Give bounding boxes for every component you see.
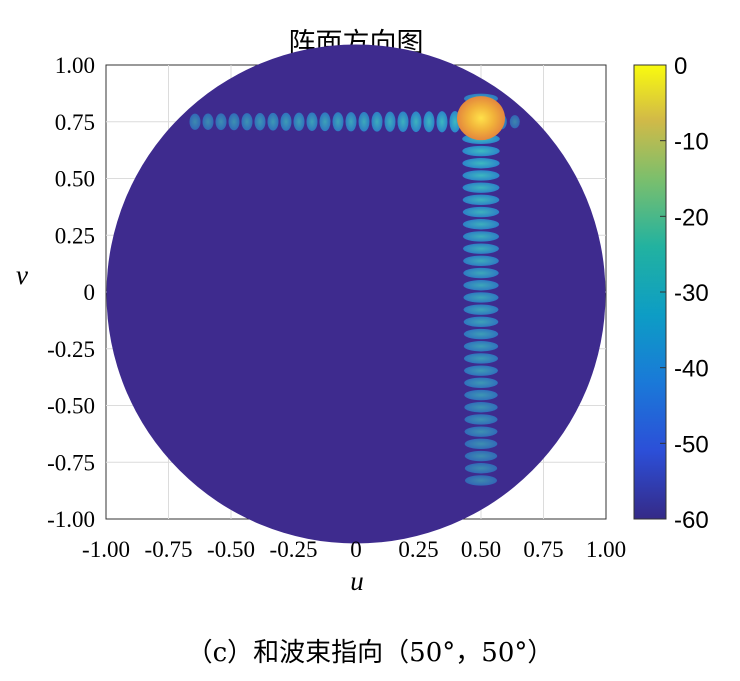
- x-tick-label: -0.25: [270, 537, 318, 562]
- sidelobe-vertical: [463, 292, 499, 303]
- sidelobe-vertical: [463, 316, 499, 328]
- y-tick-label: 0.50: [55, 167, 95, 192]
- sidelobe-vertical: [462, 170, 500, 181]
- sidelobe-vertical: [464, 450, 498, 462]
- sidelobe-cuts: [189, 93, 520, 486]
- y-tick-label: 0.75: [55, 110, 95, 135]
- x-tick-label: 0: [350, 537, 362, 562]
- colorbar-tick-label: 0: [674, 53, 687, 80]
- sidelobe-vertical: [464, 438, 498, 450]
- sidelobe-horizontal: [254, 113, 266, 131]
- sidelobe-vertical: [462, 145, 500, 157]
- sidelobe-horizontal: [189, 113, 201, 130]
- sidelobe-vertical: [463, 255, 499, 267]
- y-tick-label: 0: [84, 280, 96, 305]
- sidelobe-horizontal: [397, 111, 409, 132]
- sidelobe-vertical: [464, 463, 498, 474]
- x-tick-label: 1.00: [586, 537, 626, 562]
- sidelobe-vertical: [463, 243, 499, 254]
- sidelobe-vertical: [463, 341, 499, 352]
- sidelobe-horizontal: [202, 113, 214, 130]
- sidelobe-horizontal: [228, 113, 240, 131]
- sidelobe-vertical: [463, 304, 499, 315]
- sidelobe-vertical: [464, 426, 498, 437]
- sidelobe-vertical: [464, 414, 498, 425]
- colorbar-tick-label: -50: [674, 431, 709, 458]
- sidelobe-horizontal: [384, 111, 396, 132]
- figure: 阵面方向图 -1.00 -0.75 -0.50 -0.25 0 0.25 0.50 0.75 1…: [16, 28, 709, 596]
- sidelobe-horizontal: [267, 112, 279, 131]
- y-tick-label: 1.00: [55, 53, 95, 78]
- sidelobe-vertical: [462, 219, 500, 230]
- sidelobe-horizontal: [423, 111, 435, 133]
- sidelobe-horizontal: [293, 112, 305, 131]
- sidelobe-horizontal: [345, 112, 357, 132]
- sidelobe-vertical: [462, 194, 500, 206]
- sidelobe-horizontal: [241, 113, 253, 131]
- tick-labels: -1.00 -0.75 -0.50 -0.25 0 0.25 0.50 0.75 1.00 1.0…: [47, 53, 626, 562]
- sidelobe-horizontal: [371, 111, 383, 132]
- colorbar-ticks: 0 -10 -20 -30 -40 -50 -60: [660, 53, 709, 534]
- colorbar-tick-label: -30: [674, 280, 709, 307]
- sidelobe-horizontal: [332, 112, 344, 132]
- x-tick-label: 0.50: [461, 537, 501, 562]
- main-beam: [457, 96, 505, 141]
- sidelobe-vertical: [462, 182, 500, 193]
- sidelobe-horizontal: [509, 115, 520, 129]
- sidelobe-vertical: [464, 377, 498, 389]
- x-axis-label: u: [350, 566, 364, 596]
- sidelobe-horizontal: [436, 111, 448, 133]
- sidelobe-vertical: [463, 328, 499, 340]
- sidelobe-vertical: [463, 280, 499, 291]
- sidelobe-vertical: [462, 231, 500, 242]
- colorbar-tick-label: -60: [674, 507, 709, 534]
- y-axis-label: v: [16, 260, 28, 290]
- sidelobe-horizontal: [410, 111, 422, 133]
- x-tick-label: 0.75: [523, 537, 563, 562]
- y-tick-label: -1.00: [47, 507, 95, 532]
- colorbar-tick-label: -40: [674, 356, 709, 383]
- sidelobe-horizontal: [306, 112, 318, 132]
- figure-caption: （c）和波束指向（50°，50°）: [186, 638, 554, 668]
- y-tick-label: -0.50: [47, 394, 95, 419]
- x-tick-label: -0.75: [145, 537, 193, 562]
- sidelobe-horizontal: [215, 113, 227, 131]
- sidelobe-vertical: [463, 353, 499, 364]
- sidelobe-vertical: [464, 475, 498, 486]
- sidelobe-vertical: [462, 206, 500, 218]
- sidelobe-vertical: [464, 389, 498, 401]
- sidelobe-horizontal: [280, 112, 292, 131]
- y-tick-label: 0.25: [55, 223, 95, 248]
- sidelobe-horizontal: [358, 111, 370, 132]
- sidelobe-horizontal: [319, 112, 331, 132]
- colorbar-tick-label: -10: [674, 129, 709, 156]
- sidelobe-vertical: [463, 267, 499, 279]
- sidelobe-vertical: [464, 402, 498, 413]
- colorbar-tick-label: -20: [674, 204, 709, 231]
- x-tick-label: -1.00: [82, 537, 130, 562]
- sidelobe-vertical: [464, 365, 498, 376]
- y-tick-label: -0.25: [47, 337, 95, 362]
- y-tick-label: -0.75: [47, 450, 95, 475]
- sidelobe-vertical: [462, 158, 500, 169]
- x-tick-label: -0.50: [207, 537, 255, 562]
- x-tick-label: 0.25: [398, 537, 438, 562]
